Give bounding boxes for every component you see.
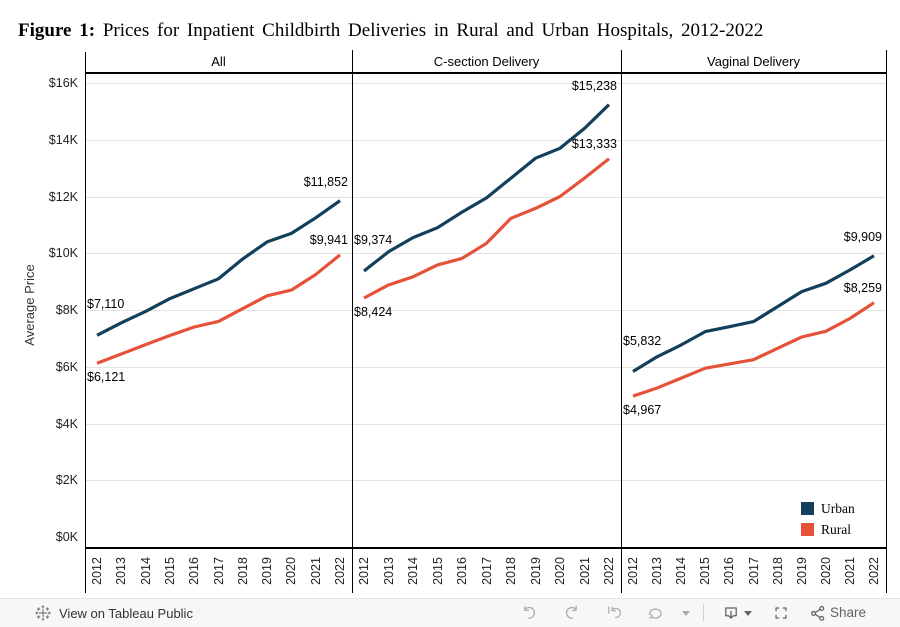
redo-icon <box>565 605 577 619</box>
y-gridline <box>85 310 886 311</box>
refresh-menu-caret[interactable] <box>682 611 690 616</box>
tableau-toolbar: View on Tableau Public <box>0 598 900 627</box>
reset-icon <box>608 606 622 619</box>
legend-item-rural[interactable]: Rural <box>801 519 855 540</box>
view-on-tableau-public-label: View on Tableau Public <box>59 605 193 621</box>
data-point-label: $6,121 <box>87 370 126 385</box>
y-axis-line <box>85 52 86 593</box>
tableau-logo-icon <box>35 605 51 621</box>
data-point-label: $8,424 <box>354 305 393 319</box>
data-point-label: $8,259 <box>843 280 882 295</box>
header-bottom-border <box>85 72 887 74</box>
x-year-label: 2022 <box>867 557 881 585</box>
undo-icon <box>524 605 536 619</box>
data-point-label: $7,110 <box>87 297 125 312</box>
share-label[interactable]: Share <box>830 605 867 620</box>
data-point-label: $9,909 <box>843 229 882 244</box>
refresh-button[interactable] <box>646 604 664 622</box>
redo-button[interactable] <box>563 604 581 622</box>
view-on-tableau-public-link[interactable]: View on Tableau Public <box>35 599 193 627</box>
data-point-label: $13,333 <box>571 136 617 151</box>
data-point-label: $9,941 <box>309 232 348 247</box>
download-button[interactable] <box>722 604 740 622</box>
legend-label-urban: Urban <box>821 500 855 516</box>
panel-header-c-section-delivery: C-section Delivery <box>433 54 540 69</box>
urban-swatch <box>801 502 814 515</box>
y-gridline <box>85 480 886 482</box>
data-point-label: $9,374 <box>354 233 393 247</box>
panel-separator <box>352 50 353 593</box>
share-button[interactable] <box>809 604 827 622</box>
y-tick-label: $2K <box>55 473 78 488</box>
y-tick-label: $16K <box>48 76 78 90</box>
y-tick-label: $10K <box>48 246 78 261</box>
toolbar-divider <box>703 604 704 621</box>
y-gridline <box>85 423 886 425</box>
y-tick-label: $8K <box>55 303 78 317</box>
y-tick-label: $4K <box>55 416 78 431</box>
x-axis-line <box>85 547 887 549</box>
y-tick-label: $0K <box>55 530 78 544</box>
share-icon <box>810 605 825 621</box>
panel-plot-area[interactable] <box>621 72 886 547</box>
y-tick-label: $14K <box>48 132 78 147</box>
legend-item-urban[interactable]: Urban <box>801 498 855 519</box>
panel-plot-area[interactable] <box>85 72 352 547</box>
panel-separator <box>621 50 622 593</box>
color-legend: Urban Rural <box>801 498 855 540</box>
y-tick-label: $12K <box>48 189 78 204</box>
undo-button[interactable] <box>520 604 538 622</box>
figure-title: Figure 1: Prices for Inpatient Childbirt… <box>18 20 878 42</box>
panel-header-vaginal-delivery: Vaginal Delivery <box>707 54 800 69</box>
legend-label-rural: Rural <box>821 521 851 537</box>
download-menu-caret[interactable] <box>744 611 752 616</box>
figure-title-text: Prices for Inpatient Childbirth Deliveri… <box>102 20 764 41</box>
y-gridline <box>85 83 886 84</box>
data-point-label: $15,238 <box>571 78 617 93</box>
rural-swatch <box>801 523 814 536</box>
plot-right-border <box>886 50 887 593</box>
data-point-label: $11,852 <box>303 174 348 189</box>
y-tick-label: $6K <box>55 359 78 374</box>
data-point-label: $5,832 <box>623 333 662 348</box>
figure-title-prefix: Figure 1: <box>18 20 96 41</box>
y-gridline <box>85 366 886 368</box>
reset-button[interactable] <box>606 604 624 622</box>
panel-header-all: All <box>211 54 226 69</box>
refresh-icon <box>648 608 662 619</box>
fullscreen-icon <box>775 607 787 619</box>
data-point-label: $4,967 <box>623 403 662 418</box>
fullscreen-button[interactable] <box>772 604 790 622</box>
download-icon <box>725 607 737 619</box>
